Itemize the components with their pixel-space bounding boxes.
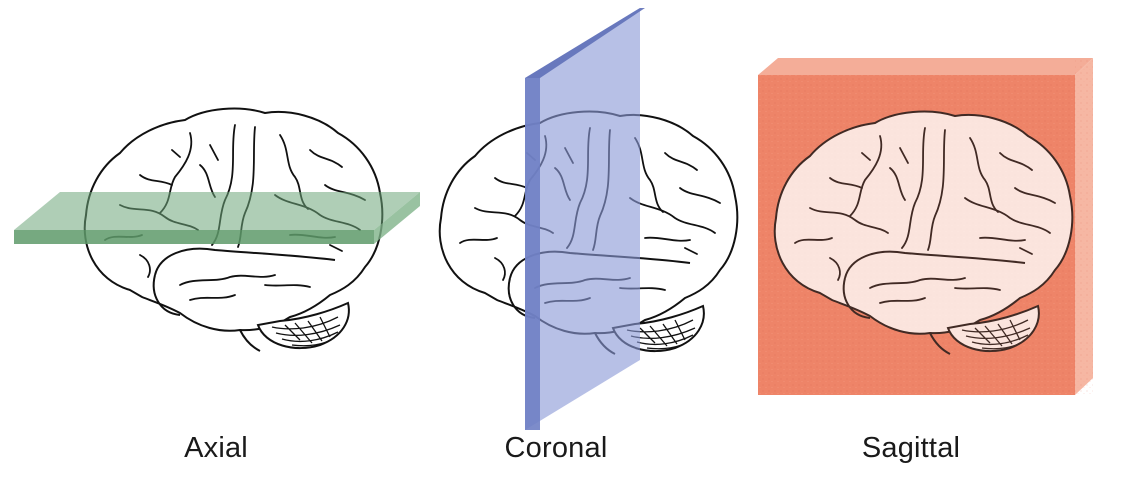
coronal-panel [438,8,739,430]
coronal-label: Coronal [504,432,608,464]
axial-panel [14,107,420,352]
axial-plane [14,192,420,244]
coronal-plane [525,8,645,430]
sagittal-label: Sagittal [861,432,961,464]
sagittal-panel [758,58,1093,395]
axial-label: Axial [184,432,248,464]
